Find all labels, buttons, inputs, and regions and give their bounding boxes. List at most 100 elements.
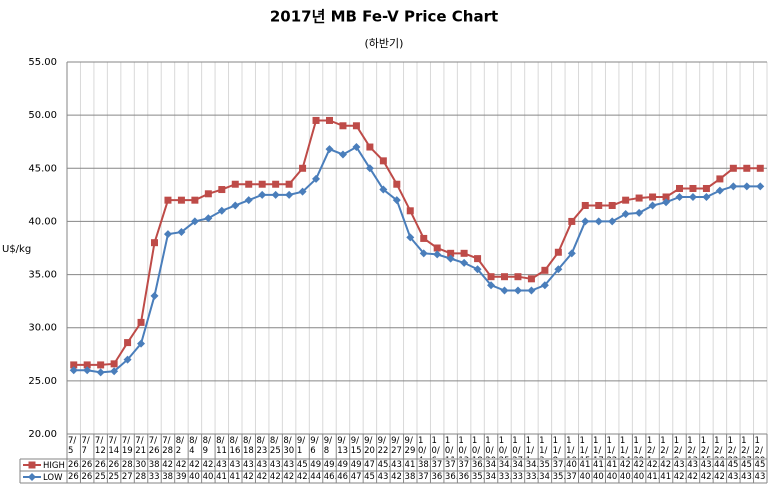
x-tick-label: 9/13 [337, 436, 349, 456]
point [608, 217, 617, 226]
table-value: 34.8 [485, 460, 497, 470]
table-value: 40 [579, 472, 591, 482]
table-value: 35.4 [539, 460, 551, 470]
x-tick-label: 11/24 [619, 436, 631, 458]
point [258, 180, 266, 188]
y-tick-label: 40.00 [28, 216, 57, 227]
point [742, 182, 751, 191]
table-value: 37 [444, 460, 456, 470]
table-value: 39 [175, 472, 187, 482]
series-line [73, 119, 761, 366]
x-tick-label: 9/15 [350, 436, 362, 456]
point [379, 157, 387, 165]
point [716, 175, 724, 183]
point [272, 180, 280, 188]
point [326, 116, 333, 124]
x-tick-label: 11/15 [579, 436, 591, 458]
table-value: 41.5 [579, 460, 592, 470]
table-value: 26 [68, 472, 79, 482]
table-value: 37.5 [431, 460, 443, 470]
point [649, 193, 657, 201]
x-tick-label: 9/27 [391, 436, 402, 456]
x-tick-label: 12/1 [646, 436, 656, 458]
x-tick-label: 12/22 [727, 436, 739, 458]
table-value: 27 [121, 472, 133, 482]
x-tick-label: 10/27 [512, 436, 523, 458]
table-value: 42.3 [673, 472, 686, 482]
table-value: 43.3 [754, 472, 767, 482]
point [595, 201, 603, 209]
x-tick-label: 9/1 [296, 436, 306, 456]
point [204, 214, 213, 223]
point [285, 180, 293, 188]
table-value: 33.5 [512, 472, 524, 482]
table-value: 42.3 [700, 472, 713, 482]
x-tick-label: 10/20 [485, 436, 496, 458]
point [271, 190, 280, 199]
table-value: 33 [148, 472, 160, 482]
table-value: 36.1 [458, 472, 470, 482]
legend-marker [28, 473, 36, 481]
table-value: 36.5 [471, 460, 484, 470]
point [163, 230, 172, 239]
table-value: 43.1 [673, 460, 686, 470]
x-tick-label: 10/4 [418, 436, 427, 458]
x-tick-label: 7/7 [81, 436, 90, 456]
table-value: 47 [364, 460, 375, 470]
table-value: 44 [310, 472, 322, 482]
point [150, 291, 159, 300]
point [110, 360, 118, 368]
table-value: 34.8 [512, 460, 524, 470]
x-tick-label: 12/29 [754, 436, 766, 458]
table-value: 41.5 [646, 472, 659, 482]
series-line [73, 145, 761, 374]
table-value: 42.8 [296, 472, 309, 482]
point [218, 186, 226, 194]
table-value: 26.5 [94, 460, 107, 470]
x-tick-label: 9/20 [364, 436, 375, 456]
point [527, 286, 536, 295]
point [285, 190, 294, 199]
point [581, 201, 589, 209]
table-value: 34 [485, 472, 497, 482]
table-value: 43 [377, 472, 389, 482]
point [217, 206, 226, 215]
table-value: 43.3 [741, 472, 753, 482]
x-tick-label: 7/14 [108, 436, 120, 456]
table-value: 43.5 [229, 460, 242, 470]
point [594, 217, 603, 226]
point [339, 122, 347, 130]
table-value: 40 [189, 472, 200, 482]
point [635, 208, 644, 217]
table-value: 28.5 [135, 472, 147, 482]
x-tick-label: 11/10 [566, 436, 577, 458]
table-value: 45 [296, 460, 308, 470]
x-tick-label: 11/22 [606, 436, 617, 458]
point [622, 196, 630, 204]
point [231, 201, 240, 210]
point [298, 187, 307, 196]
table-value: 40.8 [633, 472, 645, 482]
x-tick-label: 8/23 [256, 436, 268, 456]
y-axis-label: U$/kg [2, 244, 31, 255]
point [621, 209, 630, 218]
point [568, 217, 576, 225]
table-value: 43.3 [727, 472, 740, 482]
x-tick-label: 8/2 [175, 436, 184, 456]
table-value: 26.6 [108, 460, 120, 470]
point [540, 281, 549, 290]
table-value: 46.3 [337, 472, 349, 482]
point [715, 186, 724, 195]
table-value: 45 [727, 460, 739, 470]
point [460, 249, 468, 257]
point [756, 164, 764, 172]
point [608, 201, 616, 209]
x-tick-label: 12/27 [741, 436, 752, 458]
x-tick-label: 11/8 [552, 436, 561, 458]
table-value: 43.5 [256, 460, 268, 470]
table-value: 49 [337, 460, 349, 470]
table-value: 36.5 [444, 472, 457, 482]
point [151, 239, 158, 247]
point [392, 196, 401, 205]
x-tick-label: 9/22 [377, 436, 389, 456]
